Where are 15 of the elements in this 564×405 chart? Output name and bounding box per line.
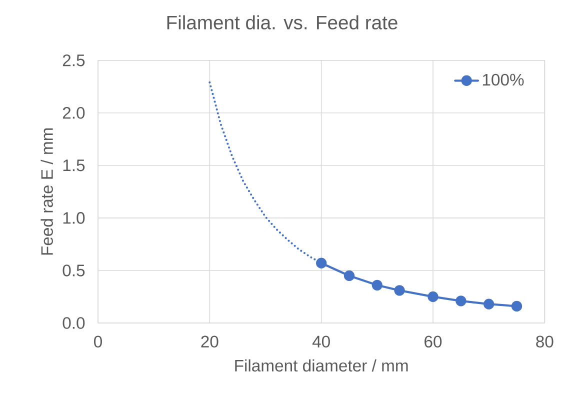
legend-label: 100% (482, 74, 524, 86)
x-tick-label: 60 (424, 336, 442, 348)
y-tick-label: 1.5 (63, 160, 85, 172)
y-tick-label: 0.5 (62, 264, 85, 276)
x-tick-label: 80 (536, 336, 554, 348)
x-tick-label: 40 (312, 336, 330, 348)
y-tick-label: 2.0 (62, 106, 85, 119)
x-axis-title: Filament diameter / mm (235, 359, 408, 372)
x-tick-label: 0 (94, 336, 102, 348)
y-tick-label: 2.5 (62, 54, 85, 66)
x-tick-label: 20 (201, 336, 218, 348)
y-axis-title: Feed rate E / mm (40, 128, 53, 255)
chart-title: Filament dia. vs. Feed rate (167, 15, 398, 30)
y-tick-label: 0.0 (62, 317, 85, 329)
y-tick-label: 1.0 (63, 212, 85, 224)
